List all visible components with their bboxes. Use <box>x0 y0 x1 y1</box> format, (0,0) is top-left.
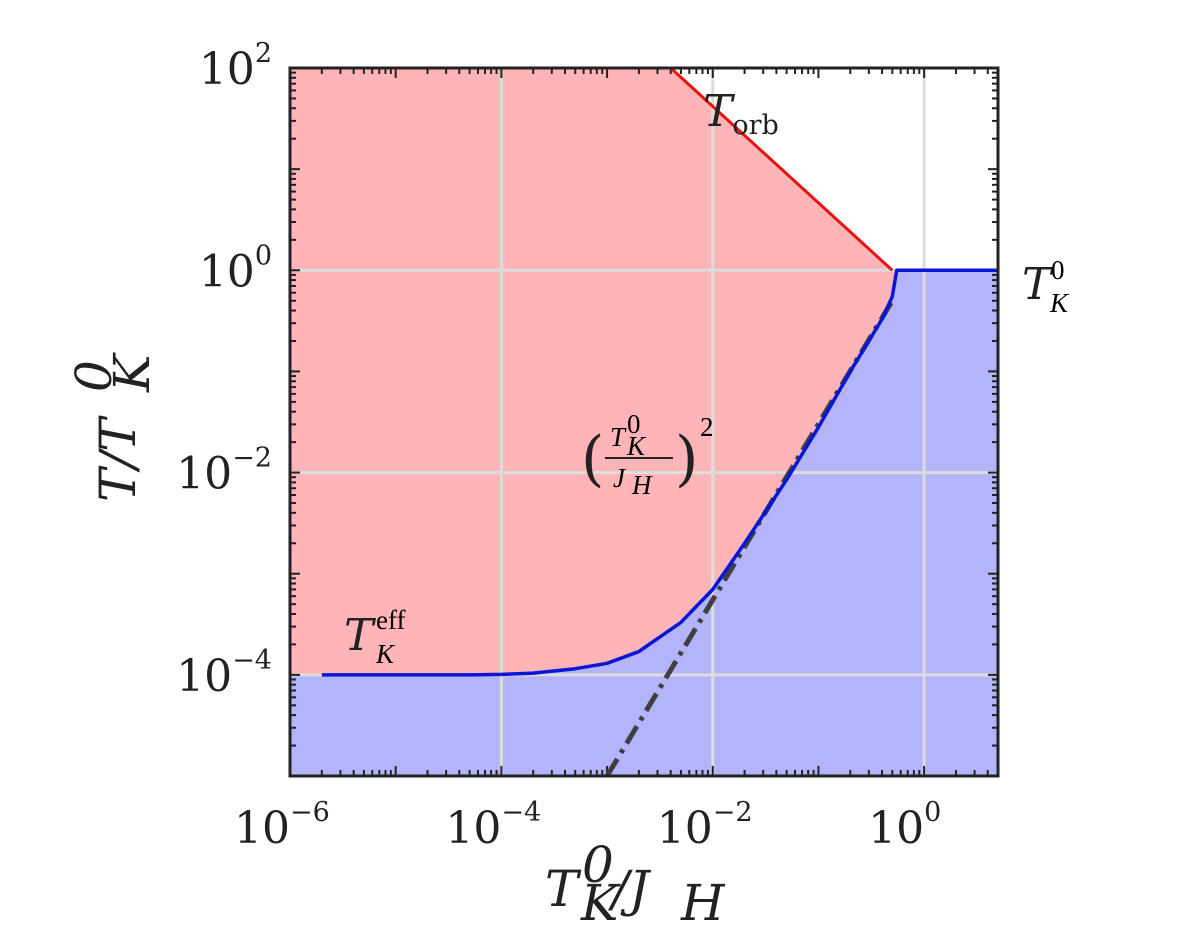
x-tick-label: 10−2 <box>657 797 753 854</box>
x-tick-label: 10−6 <box>234 797 330 854</box>
svg-text:0: 0 <box>627 409 641 439</box>
blue-region-below-curve <box>290 270 998 776</box>
regions <box>290 68 998 776</box>
y-tick-label: 102 <box>199 38 272 95</box>
svg-text:0: 0 <box>1051 255 1065 285</box>
y-tick-label: 10−2 <box>176 443 272 500</box>
annotation-tk0: T 0 K <box>1022 255 1070 318</box>
svg-text:K: K <box>375 639 396 669</box>
svg-text:T: T <box>344 610 377 661</box>
y-tick-label: 100 <box>199 240 272 297</box>
svg-text:K: K <box>103 352 161 393</box>
svg-text:0: 0 <box>65 360 123 392</box>
paren-left: ( <box>581 424 604 494</box>
svg-text:T/T: T/T <box>89 415 147 502</box>
tk-eff-curve <box>321 268 998 677</box>
x-tick-label: 10−4 <box>445 797 541 854</box>
grid <box>290 68 998 776</box>
plot-frame <box>288 66 1000 778</box>
svg-text:0: 0 <box>582 836 614 894</box>
svg-text:T: T <box>545 860 582 918</box>
svg-text:2: 2 <box>700 412 714 442</box>
svg-text:T: T <box>1022 259 1055 310</box>
y-tick-labels: 10−4 10−2 100 102 <box>176 38 272 702</box>
annotation-power-law: ( T 0 K J H ) 2 <box>581 409 714 500</box>
x-tick-label: 100 <box>868 797 941 854</box>
annotation-tk-eff: T eff K <box>344 605 405 669</box>
y-tick-label: 10−4 <box>176 645 272 702</box>
svg-text:H: H <box>631 470 653 500</box>
white-region-above-t-orb <box>670 68 998 271</box>
svg-text:/J: /J <box>608 860 652 918</box>
svg-text:K: K <box>1049 288 1070 318</box>
series-lines <box>321 66 998 778</box>
svg-text:H: H <box>680 874 726 932</box>
svg-text:K: K <box>626 431 647 461</box>
paren-right: ) <box>675 424 698 494</box>
svg-text:eff: eff <box>376 605 405 635</box>
x-tick-labels: 10−6 10−4 10−2 100 <box>234 797 941 854</box>
svg-text:J: J <box>613 463 627 493</box>
x-axis-title: T 0 K /J H <box>545 836 726 932</box>
svg-text:K: K <box>580 874 621 932</box>
t-orb-line <box>669 66 894 272</box>
svg-text:T: T <box>610 422 627 452</box>
annotation-t-orb: Torb <box>703 86 779 141</box>
y-axis-title: T/T 0 K <box>65 352 161 502</box>
